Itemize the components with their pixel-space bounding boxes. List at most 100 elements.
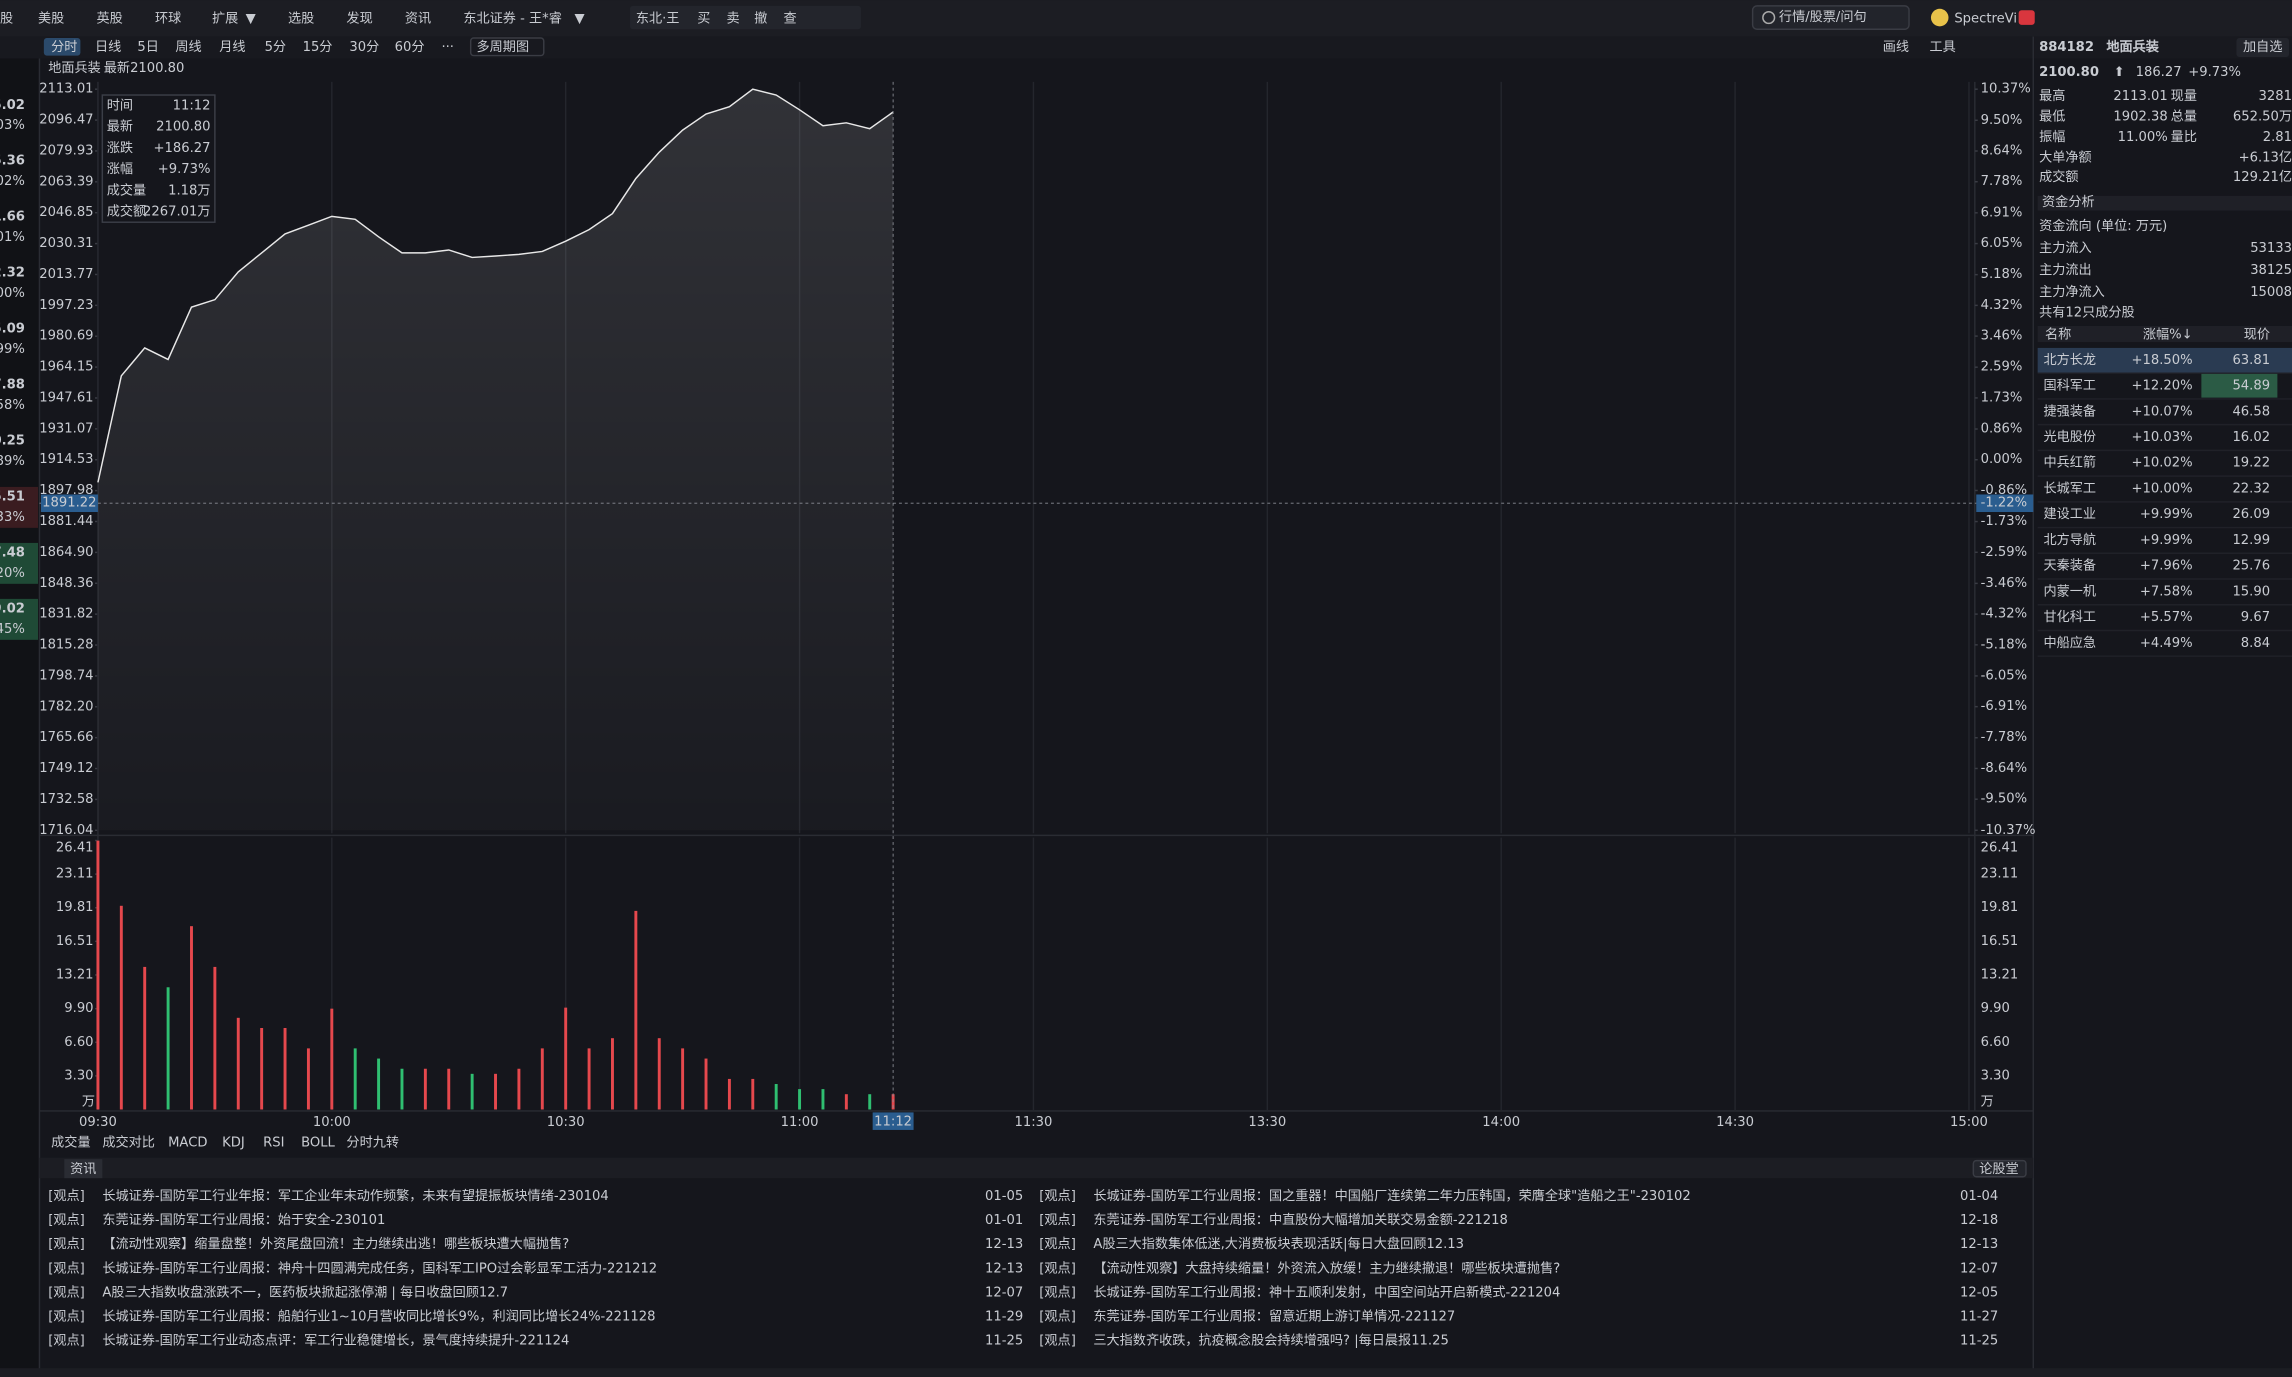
- news-tag[interactable]: [观点]: [1039, 1309, 1076, 1325]
- news-text[interactable]: 【流动性观察】缩量盘整！外资尾盘回流！主力继续出逃！哪些板块遭大幅抛售?: [102, 1235, 569, 1252]
- stock-name[interactable]: 中船应急: [2044, 635, 2097, 651]
- period-tab[interactable]: 30分: [349, 39, 379, 55]
- menu-item[interactable]: 东北证券 - 王*睿: [463, 11, 562, 27]
- indicator-tab[interactable]: 成交对比: [102, 1134, 155, 1151]
- news-tag[interactable]: [观点]: [1039, 1236, 1076, 1252]
- menu-item[interactable]: 股: [0, 12, 13, 27]
- add-watch-btn[interactable]: [2236, 38, 2290, 58]
- stock-name[interactable]: 国科军工: [2044, 378, 2097, 394]
- crosshair-y-label: 1891.22: [42, 496, 96, 511]
- multi-period[interactable]: 多周期图: [477, 38, 530, 55]
- indicator-tab[interactable]: 分时九转: [346, 1135, 399, 1151]
- news-tag[interactable]: [观点]: [48, 1236, 85, 1252]
- trade-button[interactable]: 撤: [754, 10, 767, 27]
- indicator-tab[interactable]: 成交量: [51, 1134, 90, 1151]
- news-tag[interactable]: [观点]: [48, 1188, 85, 1204]
- stat-label: 量比: [2171, 129, 2197, 145]
- news-tag[interactable]: [观点]: [48, 1284, 85, 1300]
- tooltip-label: 涨幅: [107, 161, 133, 177]
- tool-button[interactable]: 画线: [1883, 39, 1909, 55]
- news-text[interactable]: 长城证券-国防军工行业年报：军工企业年末动作频繁，未来有望提振板块情绪-2301…: [102, 1187, 608, 1204]
- news-tag[interactable]: [观点]: [1039, 1212, 1076, 1228]
- news-tag[interactable]: [观点]: [48, 1309, 85, 1325]
- search-box[interactable]: [1751, 5, 1910, 30]
- news-text[interactable]: 长城证券-国防军工行业周报：神十五顺利发射，中国空间站开启新模式-221204: [1093, 1284, 1560, 1300]
- col-header: 名称: [2045, 326, 2071, 342]
- period-tab[interactable]: 月线: [219, 39, 245, 55]
- period-tab[interactable]: 周线: [175, 39, 201, 55]
- price-line: [97, 88, 894, 483]
- stock-name[interactable]: 北方长龙: [2044, 352, 2097, 368]
- news-tag[interactable]: [观点]: [48, 1333, 85, 1349]
- price-highlight: [2201, 372, 2278, 398]
- menu-item[interactable]: 资讯: [405, 11, 431, 27]
- period-tab[interactable]: 5日: [137, 40, 159, 55]
- news-tag[interactable]: [观点]: [48, 1212, 85, 1228]
- news-text[interactable]: 东莞证券-国防军工行业周报：始于安全-230101: [102, 1211, 385, 1228]
- indicator-tab[interactable]: MACD: [168, 1136, 207, 1151]
- trade-button[interactable]: 买: [697, 11, 710, 27]
- y-tick-label: 1798.74: [39, 668, 93, 683]
- stock-name[interactable]: 长城军工: [2044, 480, 2097, 496]
- x-tick-label: 09:30: [79, 1115, 117, 1130]
- indicator-tab[interactable]: KDJ: [222, 1136, 245, 1151]
- period-tab[interactable]: ···: [441, 40, 454, 55]
- news-text[interactable]: 长城证券-国防军工行业周报：国之重器！中国船厂连续第二年力压韩国，荣膺全球"造船…: [1093, 1187, 1690, 1204]
- news-text[interactable]: 长城证券-国防军工行业周报：神舟十四圆满完成任务，国科军工IPO过会彰显军工活力…: [102, 1259, 657, 1276]
- side-value: 5.36: [0, 154, 25, 169]
- stock-name[interactable]: 建设工业: [2044, 506, 2097, 522]
- volume-bar: [681, 1048, 685, 1110]
- news-tag[interactable]: [观点]: [1039, 1284, 1076, 1300]
- period-tab[interactable]: 分时: [51, 39, 77, 55]
- period-tab[interactable]: 日线: [95, 39, 121, 55]
- forum-button[interactable]: 论股堂: [1979, 1161, 2018, 1177]
- stock-name[interactable]: 天秦装备: [2044, 557, 2097, 574]
- volume-bar: [774, 1084, 778, 1110]
- news-text[interactable]: 长城证券-国防军工行业周报：船舶行业1~10月营收同比增长9%，利润同比增长24…: [102, 1309, 655, 1325]
- news-tag[interactable]: [观点]: [48, 1260, 85, 1276]
- trade-button[interactable]: 卖: [726, 11, 739, 27]
- forum-btn[interactable]: [1972, 1159, 2027, 1178]
- news-text[interactable]: 【流动性观察】大盘持续缩量！外资流入放缓！主力继续撤退！哪些板块遭抛售?: [1093, 1259, 1560, 1276]
- period-tab[interactable]: 15分: [303, 39, 333, 55]
- indicator-tab[interactable]: BOLL: [301, 1136, 335, 1151]
- news-date: 11-25: [985, 1334, 1023, 1349]
- news-text[interactable]: A股三大指数集体低迷,大消费板块表现活跃|每日大盘回顾12.13: [1093, 1235, 1464, 1252]
- stock-name[interactable]: 捷强装备: [2044, 402, 2097, 419]
- menu-item[interactable]: 选股: [288, 11, 314, 27]
- stock-name[interactable]: 光电股份: [2044, 429, 2097, 445]
- period-tab[interactable]: 5分: [265, 39, 287, 55]
- side-pct: 20%: [0, 566, 25, 581]
- menu-item[interactable]: 环球: [155, 11, 181, 27]
- news-text[interactable]: 东莞证券-国防军工行业周报：留意近期上游订单情况-221127: [1093, 1308, 1455, 1325]
- stock-name[interactable]: 北方导航: [2044, 532, 2097, 548]
- avatar[interactable]: [1930, 8, 1949, 27]
- tool-button[interactable]: 工具: [1929, 40, 1955, 55]
- stock-pct: +5.57%: [2140, 610, 2193, 625]
- period-tab[interactable]: 60分: [395, 39, 425, 55]
- menu-item[interactable]: 发现: [346, 11, 372, 27]
- news-text[interactable]: 东莞证券-国防军工行业周报：中直股份大幅增加关联交易金额-221218: [1093, 1211, 1507, 1228]
- stock-name[interactable]: 内蒙一机: [2044, 583, 2097, 599]
- news-text[interactable]: 三大指数齐收跌，抗疫概念股会持续增强吗? |每日晨报11.25: [1093, 1332, 1448, 1349]
- news-tag[interactable]: [观点]: [1039, 1333, 1076, 1349]
- add-watch[interactable]: 加自选: [2243, 39, 2282, 55]
- search-placeholder[interactable]: 行情/股票/问句: [1779, 9, 1867, 25]
- menu-item[interactable]: 美股: [38, 11, 64, 27]
- side-value: 1.66: [0, 210, 25, 225]
- components-title: 共有12只成分股: [2039, 304, 2135, 320]
- indicator-tab[interactable]: RSI: [263, 1136, 284, 1151]
- news-text[interactable]: 长城证券-国防军工行业动态点评：军工行业稳健增长，景气度持续提升-221124: [102, 1333, 569, 1349]
- menu-item[interactable]: 扩展: [212, 11, 238, 27]
- news-date: 12-18: [1960, 1213, 1998, 1228]
- news-tag[interactable]: [观点]: [1039, 1260, 1076, 1276]
- stock-name[interactable]: 中兵红箭: [2044, 454, 2097, 471]
- news-text[interactable]: A股三大指数收盘涨跌不一，医药板块掀起涨停潮 | 每日收盘回顾12.7: [102, 1283, 508, 1300]
- news-tag[interactable]: [观点]: [1039, 1188, 1076, 1204]
- user-name[interactable]: SpectreVi: [1954, 12, 2017, 27]
- trade-button[interactable]: 东北·王: [636, 11, 680, 27]
- trade-button[interactable]: 查: [783, 11, 796, 27]
- fund-value: 38125: [2250, 263, 2292, 278]
- menu-item[interactable]: 英股: [96, 11, 122, 27]
- stock-name[interactable]: 甘化科工: [2044, 609, 2097, 625]
